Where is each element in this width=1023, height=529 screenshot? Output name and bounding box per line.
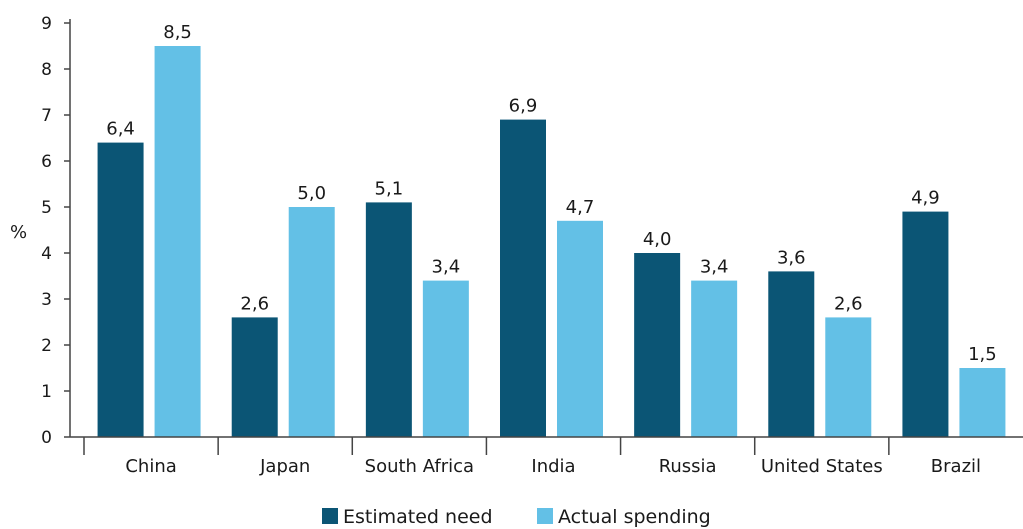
legend-swatch — [537, 508, 553, 524]
data-label: 4,0 — [643, 229, 672, 250]
y-tick-label: 4 — [41, 244, 52, 264]
axes — [69, 19, 1023, 455]
data-labels: 6,4 8,5 2,6 5,0 5,1 3,4 6,9 4,7 4,0 3,4 3,6 2,6 4,9 1… — [106, 22, 996, 365]
y-axis-label: % — [10, 222, 27, 243]
category-label: India — [531, 456, 575, 477]
category-label: Russia — [659, 456, 717, 477]
legend-swatch — [322, 508, 338, 524]
legend-label: Actual spending — [558, 506, 711, 528]
data-label: 5,0 — [297, 183, 326, 204]
y-tick-label: 7 — [41, 106, 52, 126]
category-label: Brazil — [931, 456, 981, 477]
bar-estimated-need — [634, 253, 681, 437]
y-tick-label: 1 — [41, 382, 52, 402]
category-label: South Africa — [365, 456, 474, 477]
y-tick-label: 8 — [41, 60, 52, 80]
data-label: 5,1 — [375, 178, 404, 199]
data-label: 2,6 — [834, 293, 863, 314]
y-tick-label: 6 — [41, 152, 52, 172]
bar-actual-spending — [154, 46, 201, 437]
bar-estimated-need — [97, 142, 144, 437]
bar-estimated-need — [902, 211, 949, 437]
bar-actual-spending — [422, 280, 469, 437]
data-label: 4,9 — [911, 188, 940, 209]
data-label: 1,5 — [968, 344, 997, 365]
data-label: 3,6 — [777, 247, 806, 268]
y-tick-label: 0 — [41, 428, 52, 448]
bar-actual-spending — [825, 317, 872, 437]
y-tick-label: 3 — [41, 290, 52, 310]
category-labels: China Japan South Africa India Russia United … — [125, 456, 981, 477]
y-tick-label: 9 — [41, 14, 52, 34]
bar-estimated-need — [500, 119, 546, 437]
bars — [97, 46, 1006, 437]
bar-estimated-need — [365, 202, 412, 437]
bar-actual-spending — [959, 368, 1006, 437]
y-axis-ticks: 0 1 2 3 4 5 6 7 8 9 — [41, 14, 70, 448]
y-tick-label: 2 — [41, 336, 52, 356]
bar-actual-spending — [691, 280, 738, 437]
bar-estimated-need — [231, 317, 278, 437]
data-label: 3,4 — [700, 257, 729, 278]
data-label: 2,6 — [240, 293, 269, 314]
category-label: China — [125, 456, 176, 477]
bar-estimated-need — [768, 271, 815, 437]
legend-label: Estimated need — [343, 506, 493, 528]
data-label: 6,4 — [106, 119, 135, 140]
y-tick-label: 5 — [41, 198, 52, 218]
category-label: United States — [761, 456, 883, 477]
category-label: Japan — [259, 456, 310, 477]
data-label: 3,4 — [432, 257, 461, 278]
legend: Estimated need Actual spending — [322, 506, 711, 528]
bar-actual-spending — [557, 220, 603, 437]
bar-actual-spending — [288, 207, 335, 437]
data-label: 8,5 — [163, 22, 192, 43]
data-label: 4,7 — [566, 197, 595, 218]
data-label: 6,9 — [509, 96, 538, 117]
